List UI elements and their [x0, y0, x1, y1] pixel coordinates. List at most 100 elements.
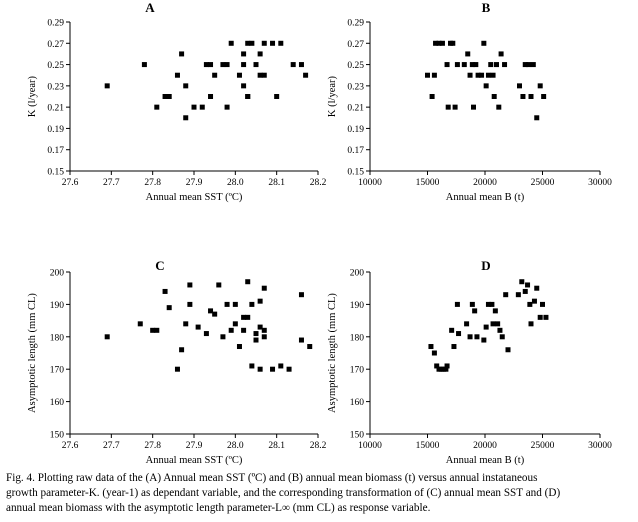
panel-c-data-point: [257, 324, 263, 330]
panel-c-x-tick-label: 27.8: [144, 441, 161, 451]
panel-a-data-point: [253, 62, 259, 68]
panel-d-data-point: [503, 292, 509, 298]
panel-d-y-tick-label: 170: [350, 366, 365, 376]
panel-d-data-point: [534, 285, 540, 291]
panel-d-title: D: [481, 258, 490, 273]
panel-c-data-point: [270, 366, 276, 372]
panel-c-x-axis-title: Annual mean SST (ºC): [146, 455, 243, 466]
panel-d-data-point: [431, 350, 437, 356]
panel-d-y-tick-label: 180: [350, 333, 365, 343]
panel-c-data-point: [286, 366, 292, 372]
panel-c-data-point: [298, 337, 304, 343]
panel-c-data-point: [212, 311, 218, 317]
panel-c-x-tick-label: 28.2: [310, 441, 327, 451]
panel-d-data-point: [472, 308, 478, 314]
panel-b-data-point: [445, 104, 451, 110]
panel-c-data-point: [162, 288, 168, 294]
panel-c-data-point: [216, 282, 222, 288]
caption-line-3: annual mean biomass with the asymptotic …: [6, 502, 431, 514]
panel-a-data-point: [278, 40, 284, 46]
panel-a-y-tick-label: 0.25: [47, 61, 64, 71]
panel-b-data-point: [522, 62, 528, 68]
panel-c-data-point: [241, 327, 247, 333]
panel-b-data-point: [465, 51, 471, 57]
panel-d-data-point: [540, 301, 545, 307]
panel-d-data-point: [519, 279, 525, 285]
caption-line-1: Fig. 4. Plotting raw data of the (A) Ann…: [6, 472, 538, 484]
panel-a-data-point: [228, 40, 234, 46]
panel-a-y-tick-label: 0.23: [47, 82, 64, 92]
panel-d-data-point: [454, 301, 460, 307]
panel-d-data-point: [522, 288, 528, 294]
panel-b-data-point: [444, 62, 450, 68]
panel-a-data-point: [174, 72, 180, 78]
panel-a-data-point: [220, 62, 226, 68]
panel-a-data-point: [274, 94, 280, 99]
panel-b-data-point: [520, 94, 526, 99]
panel-d-x-tick-label: 15000: [416, 441, 440, 451]
panel-b-data-point: [502, 62, 508, 68]
panel-b-y-tick-label: 0.17: [347, 146, 364, 156]
panel-c-data-point: [241, 314, 247, 320]
panel-c-data-point: [261, 285, 267, 291]
panel-b-x-tick-label: 25000: [531, 178, 555, 188]
panel-c-data-point: [257, 366, 263, 372]
panel-c-data-point: [245, 279, 251, 285]
panel-a-x-tick-label: 27.6: [62, 178, 79, 188]
panel-b-y-tick-label: 0.25: [347, 61, 364, 71]
panel-d-data-point: [483, 324, 489, 330]
panel-b-x-tick-label: 10000: [358, 178, 382, 188]
panel-b-y-tick-label: 0.15: [347, 168, 364, 178]
figure-panels: A 27.6 27.7 27.8 27.9 28.0 28.1 28.2 0.15 0.17 0.1…: [27, 0, 612, 466]
panel-c-data-point: [137, 321, 143, 327]
panel-b-data-point: [454, 62, 460, 68]
panel-a-data-point: [224, 62, 230, 68]
panel-b-data-point: [496, 104, 502, 110]
panel-c-data-point: [187, 301, 193, 307]
panel-a-data-point: [154, 104, 160, 110]
panel-c-data-point: [195, 324, 201, 330]
panel-b-data-point: [526, 62, 532, 68]
panel-c-data-point: [253, 337, 259, 343]
panel-a-x-axis-title: Annual mean SST (ºC): [146, 192, 243, 203]
panel-d-data-point: [489, 301, 495, 307]
panel-d-y-tick-label: 190: [350, 301, 365, 311]
panel-d-data-point: [505, 347, 511, 353]
panel-a-data-point: [212, 72, 218, 78]
panel-a-data-point: [203, 62, 209, 68]
panel-d-data-point: [543, 314, 549, 320]
panel-d-data-point: [434, 363, 440, 369]
panel-b-data-point: [433, 40, 439, 46]
panel-b-data-point: [534, 115, 540, 121]
panel-b-data-point: [431, 72, 437, 78]
panel-a-data-point: [141, 62, 147, 68]
panel-b-data-point: [517, 83, 522, 89]
panel-d-data-point: [499, 334, 505, 340]
panel-a-y-tick-label: 0.15: [47, 168, 64, 178]
panel-d-data-point: [449, 327, 455, 333]
panel-c-data-point: [249, 301, 255, 307]
panel-c-data-point: [220, 334, 226, 340]
panel-c-data-point: [232, 301, 238, 307]
panel-b-data-point: [481, 40, 487, 46]
panel-a-data-point: [236, 72, 242, 78]
panel-c-data-point: [232, 321, 238, 327]
panel-b-data-point: [491, 94, 497, 99]
panel-d-data-point: [444, 363, 450, 369]
panel-b-data-point: [494, 62, 499, 68]
panel-c-y-tick-label: 180: [50, 333, 65, 343]
caption-line-2: growth parameter-K. (year-1) as dependan…: [6, 487, 561, 499]
panel-a-data-point: [183, 83, 189, 89]
panel-a-x-tick-label: 28.1: [268, 178, 285, 188]
panel-b-data-point: [461, 62, 467, 68]
panel-c-data-point: [104, 334, 110, 340]
panel-d-x-tick-label: 10000: [358, 441, 382, 451]
panel-b-y-axis-title: K (l/year): [327, 75, 338, 117]
panel-c-data-point: [278, 363, 284, 369]
panel-c-data-point: [150, 327, 156, 333]
panel-a-y-tick-label: 0.17: [47, 146, 64, 156]
panel-b-data-point: [425, 72, 430, 78]
panel-a-data-point: [270, 40, 276, 46]
panel-d-data-point: [528, 321, 534, 327]
panel-b-y-tick-label: 0.21: [347, 104, 364, 114]
